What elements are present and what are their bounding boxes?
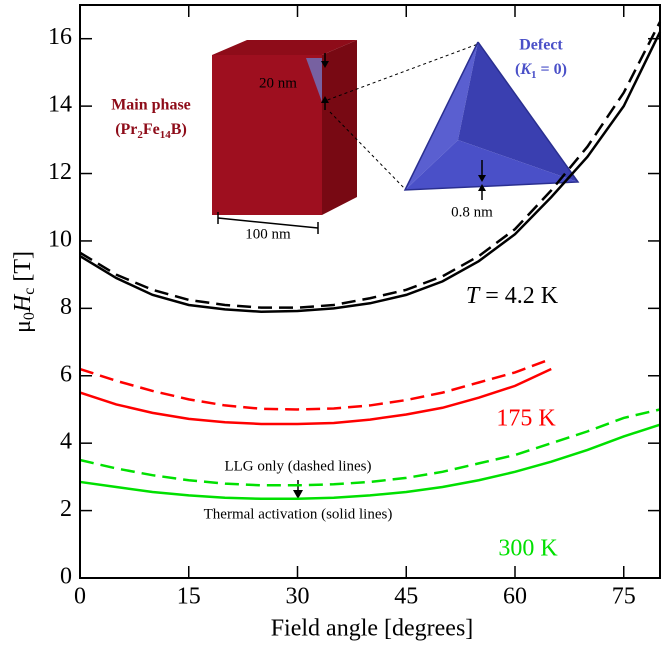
ylabel-sub: 0	[21, 312, 38, 320]
x-tick-label: 75	[612, 584, 636, 610]
ylabel-part: μ	[10, 320, 36, 333]
label-part: = 4.2 K	[479, 283, 559, 309]
defect-small	[306, 58, 322, 102]
tetra-edge	[403, 41, 580, 191]
series-line	[79, 367, 552, 426]
defect: Defect	[519, 37, 563, 54]
y-tick-label: 14	[48, 92, 72, 118]
y-tick-label: 2	[60, 496, 72, 522]
arrow	[478, 184, 486, 191]
y-tick-label: 10	[48, 226, 72, 252]
size-label: 20 nm	[259, 75, 297, 91]
y-tick-label: 16	[48, 24, 72, 50]
formula-part: (Pr	[115, 121, 137, 138]
note: Thermal activation (solid lines)	[204, 506, 393, 522]
formula-sub: 2	[137, 129, 143, 141]
zoom-line	[321, 43, 479, 103]
scale-bar	[217, 217, 319, 229]
y-tick-label: 8	[60, 294, 72, 320]
y-axis-label: μ0Hc [T]	[10, 251, 38, 333]
zoom-line	[329, 111, 407, 191]
series-label: 300 K	[498, 536, 558, 562]
defect-part: = 0)	[537, 61, 567, 78]
y-tick-label: 6	[60, 361, 72, 387]
arrow	[478, 175, 486, 182]
note: LLG only (dashed lines)	[224, 458, 371, 474]
series-line	[79, 21, 662, 309]
cube-side	[322, 40, 357, 215]
y-tick-label: 12	[48, 159, 72, 185]
defect-k: (K1 = 0)	[515, 61, 567, 81]
cube-top	[212, 40, 357, 55]
formula-part: B)	[171, 121, 187, 138]
formula-part: Fe	[143, 121, 160, 138]
size-label: 0.8 nm	[451, 204, 493, 220]
arrow	[293, 490, 303, 499]
defect-part: K	[519, 61, 532, 78]
series-line	[79, 357, 552, 411]
series-line	[79, 31, 662, 313]
series-line	[79, 423, 661, 501]
series-label: 175 K	[496, 406, 556, 432]
series-line	[79, 408, 661, 487]
size-label: 100 nm	[245, 226, 291, 242]
y-tick-label: 0	[60, 564, 72, 590]
series-label: T = 4.2 K	[466, 283, 559, 309]
x-tick-label: 0	[74, 584, 86, 610]
plot-frame	[79, 4, 661, 579]
x-axis-label: Field angle [degrees]	[271, 616, 474, 642]
cube-front	[212, 55, 322, 215]
x-tick-label: 60	[503, 584, 527, 610]
ylabel-part: H	[10, 293, 36, 313]
formula: (Pr2Fe14B)	[115, 121, 187, 141]
y-tick-label: 4	[60, 429, 72, 455]
defect-sub: 1	[531, 69, 537, 81]
defect-part: (	[515, 61, 520, 78]
x-tick-label: 30	[286, 584, 310, 610]
tetra-face	[458, 42, 578, 182]
tetra-face	[405, 140, 578, 190]
formula-sub: 14	[160, 129, 172, 141]
x-tick-label: 15	[177, 584, 201, 610]
ylabel-part: [T]	[10, 251, 36, 288]
ylabel-sub: c	[21, 288, 38, 295]
arrow	[321, 61, 329, 68]
label-part: T	[466, 283, 481, 309]
main-phase: Main phase	[111, 97, 191, 114]
inset	[212, 40, 580, 234]
x-tick-label: 45	[394, 584, 418, 610]
